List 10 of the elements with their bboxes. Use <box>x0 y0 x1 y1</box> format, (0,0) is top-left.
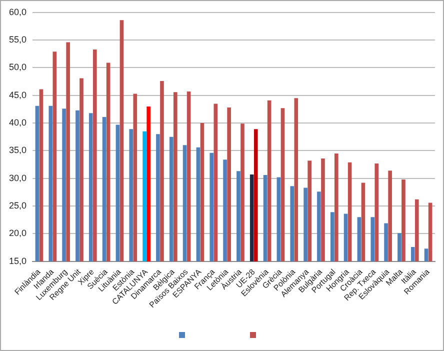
y-tick-label: 15,0 <box>8 256 27 266</box>
y-tick-label: 20,0 <box>8 228 27 238</box>
y-tick-label: 25,0 <box>8 200 27 211</box>
y-tick-label: 35,0 <box>8 145 27 156</box>
y-tick-label: 60,0 <box>8 6 27 17</box>
y-tick-label: 45,0 <box>8 90 27 100</box>
y-tick-label: 30,0 <box>8 172 27 183</box>
y-tick-label: 50,0 <box>8 62 27 72</box>
y-tick-label: 55,0 <box>8 34 27 45</box>
y-tick-label: 40,0 <box>8 118 27 128</box>
